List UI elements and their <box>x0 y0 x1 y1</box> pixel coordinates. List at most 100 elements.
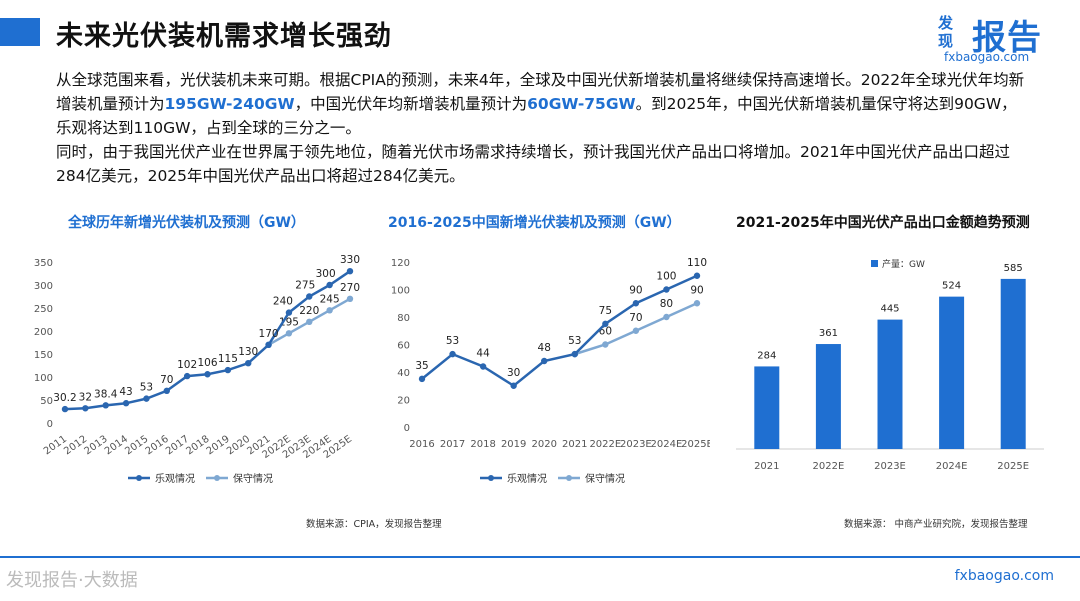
x-tick-label: 2022E <box>813 461 845 472</box>
legend-marker <box>136 475 142 481</box>
bar <box>877 319 903 449</box>
logo-small-char-1: 发 <box>938 14 954 32</box>
x-tick-label: 2019 <box>501 439 526 450</box>
y-tick-label: 0 <box>404 423 410 434</box>
logo-big-text: 报告 <box>972 18 1042 58</box>
data-label: 48 <box>538 342 551 354</box>
data-point <box>541 357 548 365</box>
footer-url-link[interactable]: fxbaogao.com <box>954 568 1054 584</box>
y-tick-label: 40 <box>397 368 410 379</box>
y-tick-label: 50 <box>40 396 53 407</box>
data-point <box>693 300 701 307</box>
chart1-title: 全球历年新增光伏装机及预测（GW） <box>68 215 305 231</box>
data-point <box>306 293 313 300</box>
watermark: 发现报告·大数据 <box>6 570 138 591</box>
data-point <box>82 405 89 412</box>
data-point <box>143 395 150 402</box>
data-label: 170 <box>259 328 279 340</box>
data-point <box>61 405 69 413</box>
para-text-3: 。到2025年，中国光伏新增装机量保守将达到90GW，乐观将达到110GW，占到… <box>56 95 1017 137</box>
y-tick-label: 0 <box>47 419 53 430</box>
bar-value-label: 585 <box>1004 263 1023 274</box>
data-label: 35 <box>415 360 428 372</box>
bar <box>1000 278 1026 449</box>
bar-value-label: 524 <box>942 281 961 292</box>
data-label: 38.4 <box>94 388 118 400</box>
data-label: 106 <box>197 357 217 369</box>
data-label: 75 <box>599 305 612 317</box>
chart3-source: 数据来源： 中商产业研究院，发现报告整理 <box>844 519 1028 530</box>
data-label: 100 <box>656 271 676 283</box>
data-label: 270 <box>340 282 360 294</box>
data-point <box>346 268 354 275</box>
data-point <box>285 309 293 316</box>
data-point <box>285 330 293 337</box>
data-point <box>693 272 701 279</box>
chart3-title: 2021-2025年中国光伏产品出口金额趋势预测 <box>736 215 1030 231</box>
y-tick-label: 250 <box>34 304 53 315</box>
x-tick-label: 2023E <box>620 439 652 450</box>
data-label: 44 <box>476 348 490 360</box>
data-label: 110 <box>687 257 707 269</box>
para-text-1: 从全球范围来看，光伏装机未来可期。根据CPIA的预测，未来4年，全球及中国光伏新… <box>56 71 1025 113</box>
data-point <box>632 300 640 307</box>
legend-swatch <box>871 260 878 267</box>
y-tick-label: 300 <box>34 281 53 292</box>
para-text-4: 同时，由于我国光伏产业在世界属于领先地位，随着光伏市场需求持续增长，预计我国光伏… <box>56 143 1010 185</box>
data-label: 330 <box>340 254 360 266</box>
data-point <box>602 320 609 328</box>
x-tick-label: 2021 <box>754 461 779 472</box>
logo-small-char-2: 现 <box>938 32 954 50</box>
page-title: 未来光伏装机需求增长强劲 <box>56 21 392 52</box>
data-label: 30 <box>507 367 520 379</box>
x-tick-label: 2018 <box>470 439 495 450</box>
data-label: 43 <box>119 386 132 398</box>
data-point <box>418 375 426 383</box>
global-range-highlight: 195GW-240GW <box>164 95 295 113</box>
data-point <box>224 366 232 374</box>
data-point <box>663 313 670 321</box>
data-point <box>183 372 191 380</box>
legend-marker <box>214 475 220 481</box>
legend-label: 保守情况 <box>585 472 625 485</box>
data-label: 240 <box>273 296 293 308</box>
x-tick-label: 2017 <box>440 439 465 450</box>
bar-value-label: 284 <box>757 350 776 361</box>
data-label: 275 <box>295 280 315 292</box>
y-tick-label: 80 <box>397 313 410 324</box>
data-label: 115 <box>218 353 238 365</box>
data-point <box>346 295 354 302</box>
brand-logo[interactable]: 发 现 报告 fxbaogao.com <box>938 10 1058 70</box>
legend-label: 乐观情况 <box>507 472 547 485</box>
series-line-optimistic <box>421 274 698 388</box>
x-tick-label: 2023E <box>874 461 906 472</box>
y-tick-label: 120 <box>391 258 410 269</box>
data-point <box>479 363 487 370</box>
chart1-source: 数据来源：CPIA，发现报告整理 <box>306 519 442 530</box>
data-label: 90 <box>690 284 703 296</box>
bar-value-label: 445 <box>880 304 899 315</box>
data-label: 300 <box>316 268 336 280</box>
data-label: 30.2 <box>53 392 76 404</box>
para-text-2: ，中国光伏年均新增装机量预计为 <box>294 95 528 113</box>
bar-value-label: 361 <box>819 328 838 339</box>
data-point <box>510 382 517 389</box>
data-point <box>102 402 109 409</box>
china-range-highlight: 60GW-75GW <box>527 95 636 113</box>
data-label: 53 <box>140 382 153 394</box>
data-point <box>326 307 333 314</box>
legend-label: 保守情况 <box>233 472 273 485</box>
data-label: 53 <box>446 335 459 347</box>
bar <box>939 296 965 449</box>
data-label: 70 <box>160 374 173 386</box>
data-point <box>632 327 640 334</box>
data-point <box>204 371 211 378</box>
legend-label: 产量：GW <box>882 258 925 270</box>
y-tick-label: 200 <box>34 327 53 338</box>
y-tick-label: 60 <box>397 341 410 352</box>
y-tick-label: 350 <box>34 258 53 269</box>
x-tick-label: 2024E <box>651 439 683 450</box>
bar <box>815 344 841 449</box>
data-point <box>265 341 272 348</box>
x-tick-label: 2025E <box>681 439 710 450</box>
